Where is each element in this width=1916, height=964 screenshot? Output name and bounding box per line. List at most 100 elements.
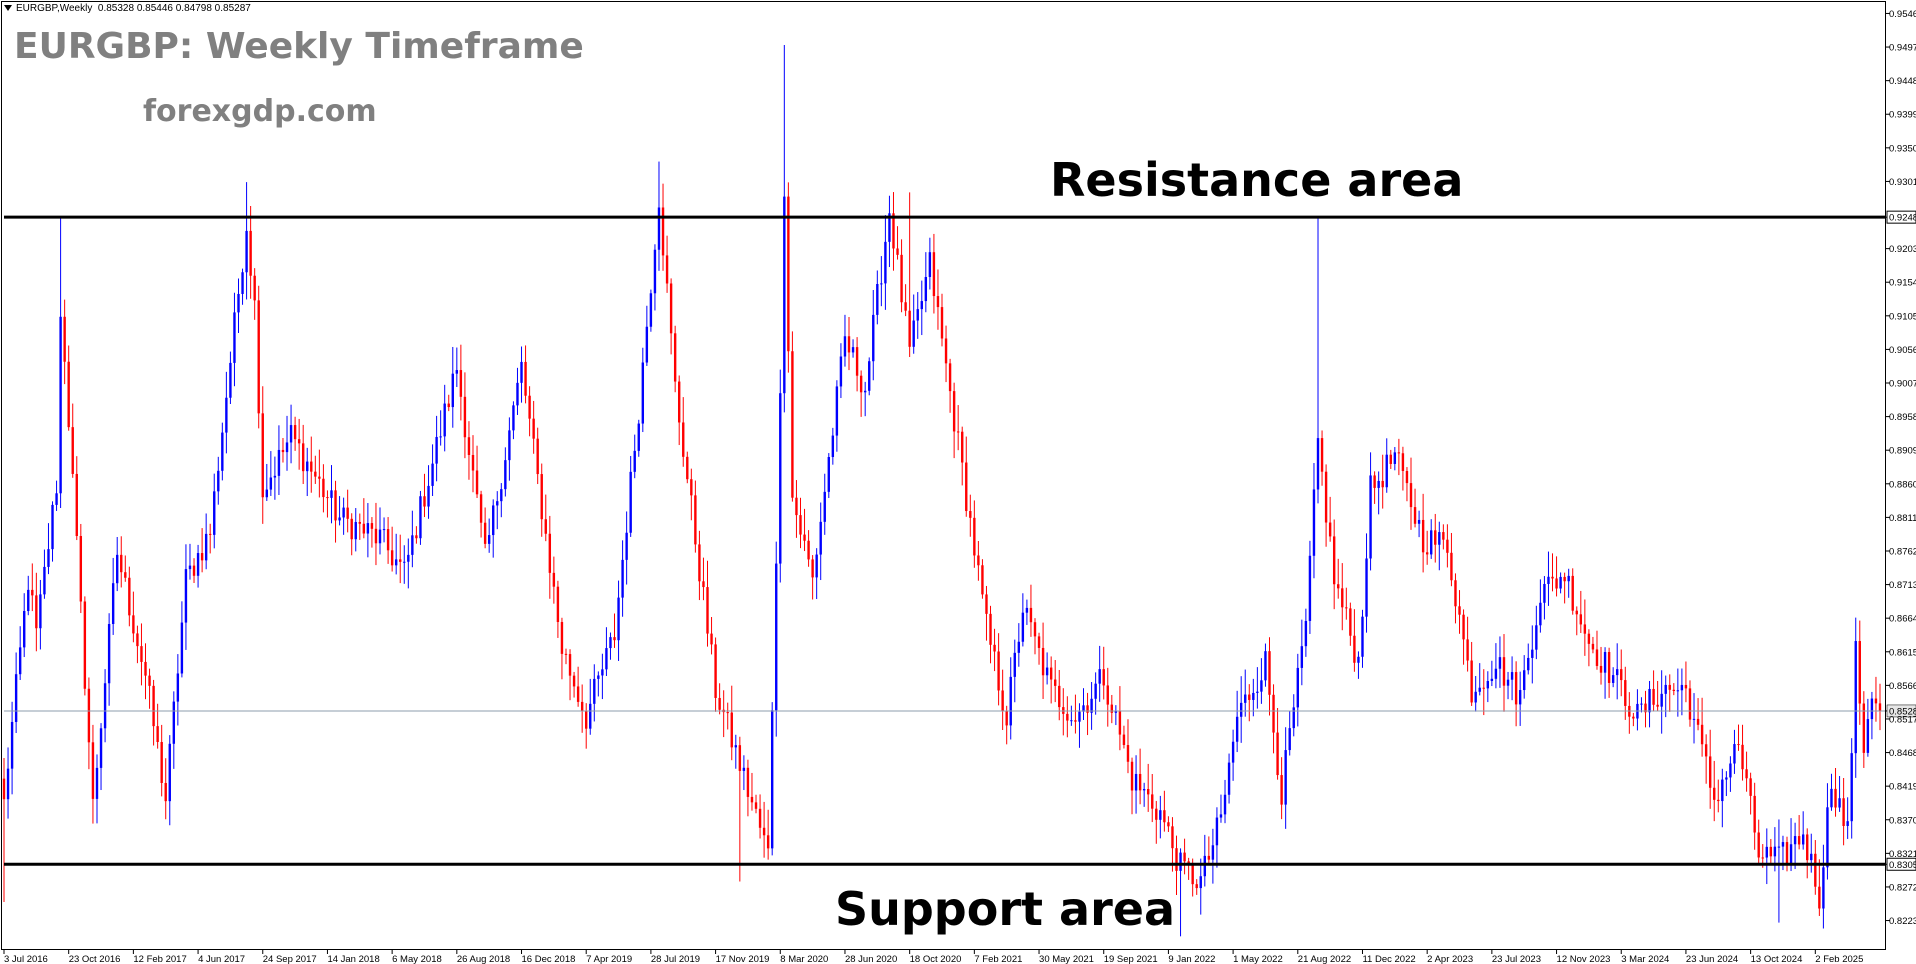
- candle-body: [107, 624, 111, 684]
- candle-body: [31, 589, 34, 596]
- candle-body: [1450, 552, 1453, 581]
- candle: [669, 278, 673, 355]
- candle-body: [532, 418, 535, 439]
- candle: [985, 585, 988, 641]
- candle-body: [1648, 688, 1651, 713]
- candle-body: [1106, 685, 1109, 705]
- candle: [1025, 599, 1029, 625]
- candle-body: [1361, 616, 1364, 657]
- candle: [973, 500, 976, 568]
- candle: [791, 331, 794, 502]
- candle-body: [641, 362, 645, 424]
- candle-body: [160, 742, 163, 783]
- candle-body: [1377, 480, 1380, 488]
- candle: [1862, 691, 1866, 768]
- candle-body: [6, 768, 10, 800]
- candle: [1793, 822, 1797, 870]
- plot-frame: [1, 1, 1886, 950]
- candle-body: [1054, 679, 1057, 686]
- candle-body: [1248, 694, 1251, 700]
- candle: [475, 445, 479, 498]
- candle: [39, 579, 42, 650]
- candle: [726, 702, 729, 730]
- candle: [1458, 590, 1461, 634]
- candle: [399, 534, 402, 584]
- candle: [1563, 572, 1566, 604]
- candle-body: [734, 745, 738, 748]
- candle: [322, 464, 325, 513]
- candle-body: [1171, 826, 1174, 849]
- candle: [1834, 767, 1837, 817]
- candle-body: [1838, 798, 1841, 808]
- candle-body: [1316, 438, 1320, 490]
- candle: [552, 556, 556, 604]
- candle: [1316, 216, 1320, 504]
- candle: [346, 489, 349, 533]
- candle: [746, 759, 750, 817]
- candle-body: [1421, 519, 1425, 553]
- candle: [1858, 620, 1861, 725]
- time-tick-label: 3 Mar 2024: [1621, 954, 1669, 964]
- candle: [706, 560, 709, 647]
- candle-body: [116, 554, 119, 584]
- candle-body: [1017, 641, 1021, 653]
- candle-body: [1292, 707, 1295, 729]
- candle: [431, 444, 434, 496]
- candle: [23, 593, 26, 658]
- candle-body: [803, 534, 806, 541]
- candle: [1049, 656, 1053, 704]
- candle-body: [500, 489, 503, 502]
- candle: [1842, 777, 1845, 846]
- candle-body: [358, 521, 361, 524]
- candle: [827, 453, 830, 499]
- candle: [548, 515, 552, 599]
- candle: [75, 456, 78, 541]
- candle-body: [742, 767, 746, 771]
- candle: [1037, 632, 1041, 665]
- candle-body: [710, 633, 713, 645]
- candle: [330, 465, 333, 524]
- candle: [265, 463, 269, 501]
- candle-body: [633, 450, 636, 472]
- candle: [306, 447, 309, 497]
- candle-body: [1563, 576, 1566, 582]
- candle-body: [285, 442, 289, 453]
- candle: [342, 497, 345, 535]
- candle: [1260, 658, 1263, 704]
- candle-body: [47, 549, 50, 567]
- candle-body: [407, 554, 410, 562]
- candle-body: [1199, 876, 1202, 889]
- candle: [714, 637, 717, 712]
- candle-body: [1058, 685, 1061, 708]
- candle-body: [1660, 693, 1663, 707]
- candle-body: [1523, 670, 1526, 691]
- candle: [952, 382, 956, 459]
- candle: [1118, 686, 1122, 751]
- candle: [1312, 463, 1316, 579]
- candle: [532, 400, 535, 454]
- candle-body: [1405, 470, 1409, 484]
- candle-body: [1518, 690, 1522, 705]
- candle: [1308, 540, 1312, 634]
- candle: [1264, 643, 1267, 687]
- candle: [225, 371, 228, 454]
- candle: [605, 627, 608, 677]
- candle-body: [1146, 789, 1150, 795]
- candle: [237, 278, 240, 333]
- candle-body: [1280, 775, 1283, 805]
- candle-body: [1547, 576, 1550, 584]
- candle: [269, 451, 273, 496]
- candle: [1151, 774, 1154, 823]
- candle-body: [997, 651, 1000, 691]
- time-tick-label: 23 Jun 2024: [1686, 954, 1738, 964]
- candle: [221, 422, 224, 481]
- candle-body: [1830, 788, 1833, 808]
- candle-body: [374, 528, 378, 544]
- candle: [1765, 828, 1768, 885]
- price-tick-label: 0.83051: [1889, 860, 1916, 871]
- header-dropdown-icon[interactable]: [4, 5, 12, 12]
- candle-body: [152, 685, 155, 727]
- candle: [1692, 693, 1696, 744]
- time-tick-label: 30 May 2021: [1039, 954, 1094, 964]
